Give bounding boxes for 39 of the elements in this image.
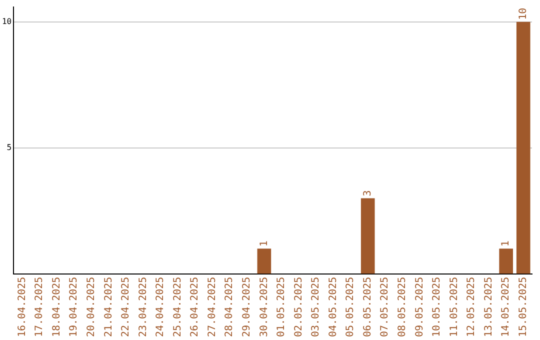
x-tick-label: 10.05.2025: [432, 276, 443, 338]
x-tick-label: 15.05.2025: [518, 276, 529, 338]
x-tick-label: 24.04.2025: [155, 276, 166, 338]
x-tick-label: 18.04.2025: [51, 276, 62, 338]
x-tick-label: 17.04.2025: [34, 276, 46, 338]
x-tick-label: 12.05.2025: [466, 276, 478, 338]
x-tick-label: 21.04.2025: [103, 276, 114, 338]
data-label: 3: [362, 190, 374, 196]
x-tick-label: 19.04.2025: [68, 276, 80, 338]
x-tick-label: 28.04.2025: [224, 276, 236, 338]
data-label: 10: [518, 8, 529, 20]
x-tick-label: 20.04.2025: [86, 276, 97, 338]
x-tick-label: 26.04.2025: [190, 276, 201, 338]
data-label: 1: [258, 240, 270, 247]
x-tick-label: 09.05.2025: [414, 276, 426, 338]
x-tick-label: 22.04.2025: [120, 276, 132, 338]
bar: [360, 198, 375, 274]
x-tick-label: 16.04.2025: [16, 276, 28, 338]
x-tick-label: 06.05.2025: [362, 276, 374, 338]
x-tick-label: 07.05.2025: [380, 276, 391, 338]
x-tick-label: 23.04.2025: [138, 276, 149, 338]
x-tick-label: 29.04.2025: [241, 276, 252, 338]
x-tick-label: 01.05.2025: [276, 276, 288, 338]
data-label: 1: [500, 240, 512, 247]
x-tick-label: 25.04.2025: [172, 276, 184, 338]
x-tick-label: 14.05.2025: [500, 276, 512, 338]
x-tick-label: 05.05.2025: [345, 276, 356, 338]
x-tick-label: 04.05.2025: [328, 276, 339, 338]
x-tick-label: 08.05.2025: [397, 276, 408, 338]
x-tick-label: 02.05.2025: [293, 276, 304, 338]
x-tick-label: 11.05.2025: [448, 276, 460, 338]
y-tick-label: 5: [6, 142, 12, 152]
bar: [257, 248, 272, 274]
bar: [499, 248, 513, 274]
x-tick-label: 30.04.2025: [258, 276, 270, 338]
bar: [516, 22, 530, 274]
x-tick-label: 13.05.2025: [483, 276, 494, 338]
x-tick-label: 27.04.2025: [206, 276, 218, 338]
x-tick-label: 03.05.2025: [310, 276, 322, 338]
